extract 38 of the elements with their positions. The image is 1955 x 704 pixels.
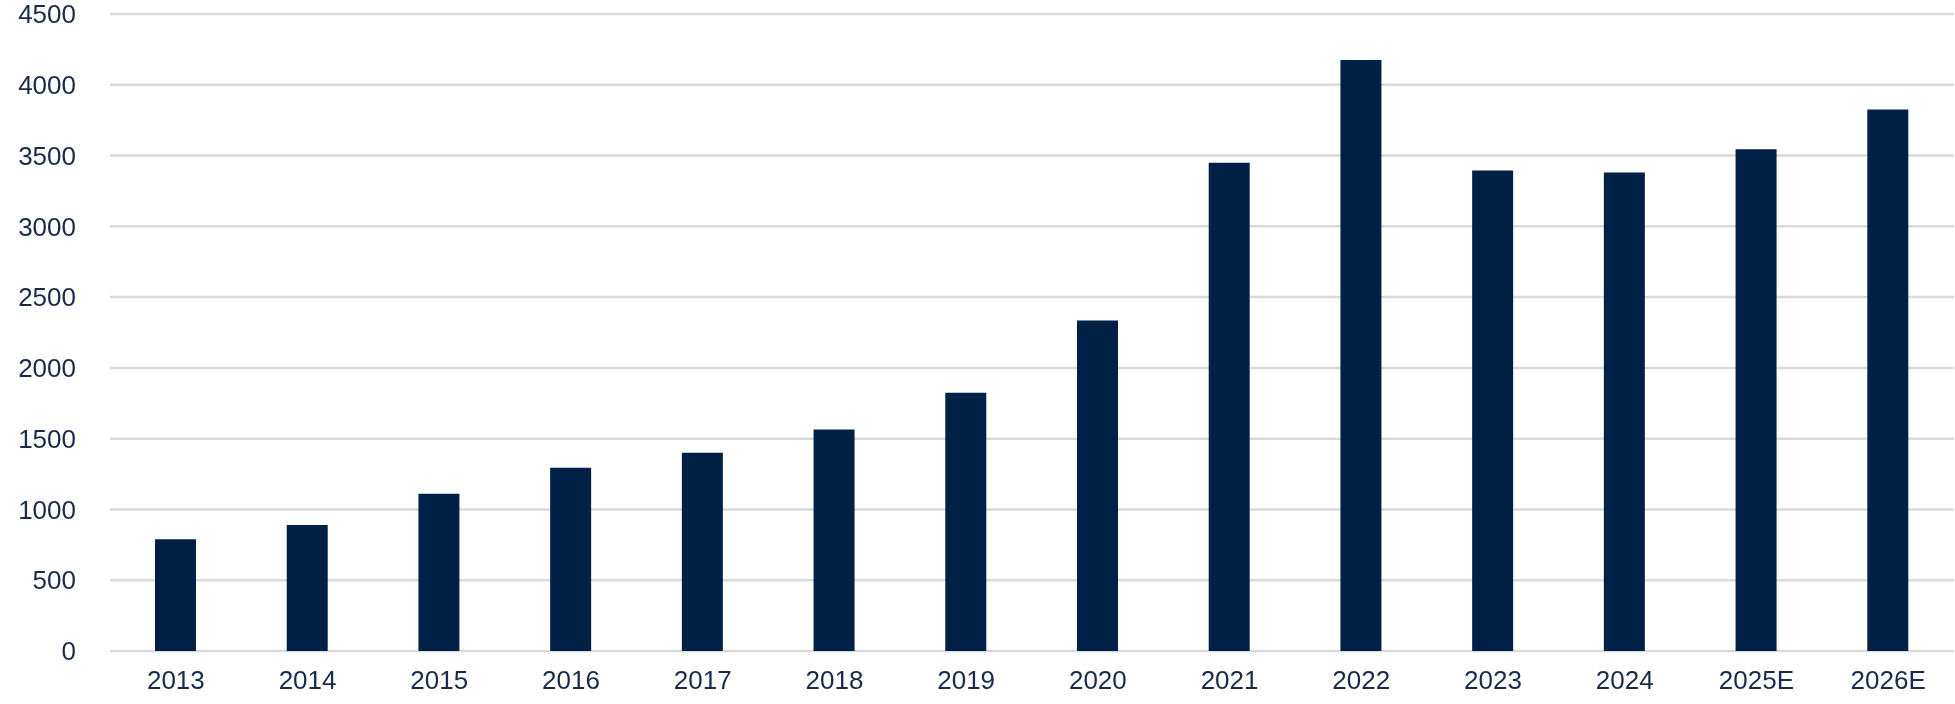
x-tick-label: 2025E [1718, 665, 1795, 696]
bar [155, 539, 196, 651]
bar [286, 525, 328, 651]
x-tick-label: 2021 [1200, 665, 1259, 696]
y-tick-label: 500 [32, 565, 76, 596]
x-tick-label: 2019 [937, 665, 996, 696]
y-tick-label: 4500 [18, 0, 76, 30]
bar [1472, 170, 1514, 651]
bar [1208, 162, 1250, 651]
x-tick-label: 2020 [1068, 665, 1127, 696]
y-tick-label: 2000 [18, 353, 76, 384]
bar [813, 429, 855, 651]
x-tick-label: 2013 [146, 665, 205, 696]
bar [945, 392, 987, 651]
bar [1340, 60, 1382, 651]
x-tick-label: 2016 [542, 665, 600, 696]
bar [550, 467, 592, 651]
x-tick-label: 2014 [278, 665, 337, 696]
bar [681, 452, 723, 651]
y-tick-label: 4000 [18, 70, 76, 101]
bar [1603, 172, 1645, 651]
y-tick-label: 1500 [18, 423, 76, 454]
y-tick-label: 2500 [18, 282, 76, 313]
x-tick-label: 2018 [805, 665, 864, 696]
y-tick-label: 3500 [18, 140, 76, 171]
y-tick-label: 0 [61, 636, 76, 667]
x-tick-label: 2023 [1464, 665, 1522, 696]
x-tick-label: 2024 [1595, 665, 1654, 696]
bar [1867, 109, 1909, 651]
y-tick-label: 3000 [18, 211, 76, 242]
x-tick-label: 2026E [1850, 665, 1926, 696]
x-tick-label: 2017 [673, 665, 732, 696]
bar [1735, 149, 1777, 651]
x-tick-label: 2022 [1332, 665, 1391, 696]
bar [418, 493, 460, 651]
x-tick-label: 2015 [410, 665, 469, 696]
y-tick-label: 1000 [18, 494, 76, 525]
bar [1077, 320, 1118, 651]
